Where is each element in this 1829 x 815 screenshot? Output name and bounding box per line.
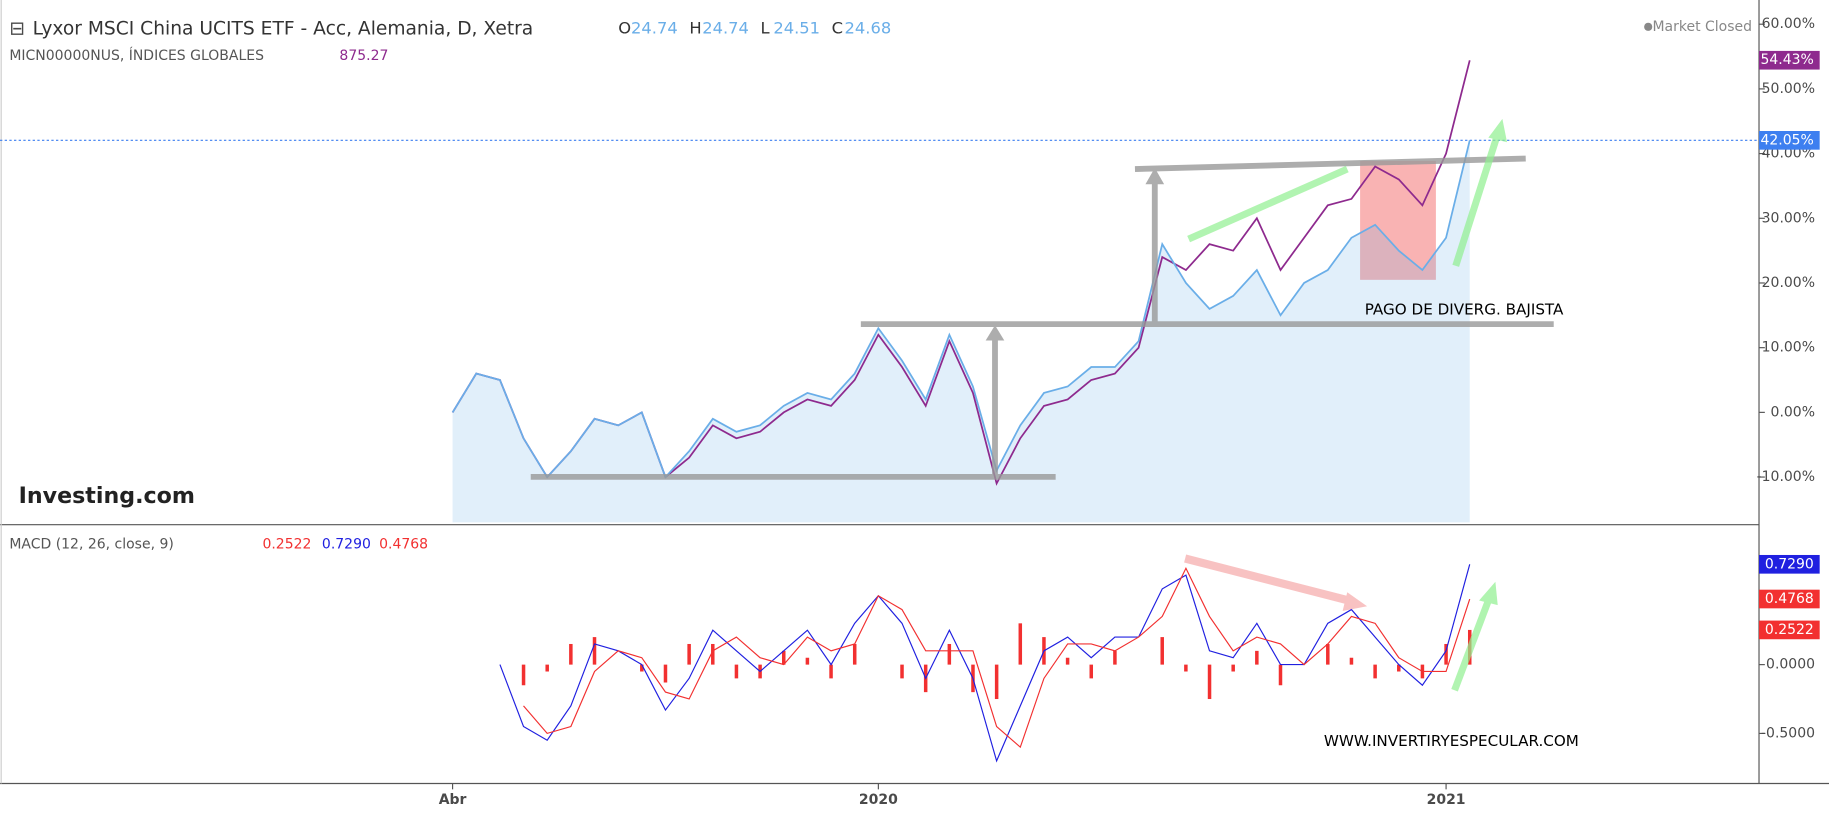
ohlc-label: H [689, 19, 701, 38]
histogram-bar [781, 650, 786, 665]
histogram-bar [687, 643, 691, 665]
macd-hist-value: 0.2522 [262, 537, 311, 553]
y-tick-label: -0.5000 [1761, 725, 1815, 741]
ohlc-value: 24.74 [631, 19, 678, 38]
histogram-bar [1349, 657, 1354, 665]
histogram-bar [1278, 664, 1283, 686]
histogram-bar [734, 664, 739, 679]
histogram-bar [711, 643, 715, 665]
price-label: 0.4768 [1765, 591, 1814, 607]
histogram-bar [994, 664, 999, 700]
price-label-box [1759, 50, 1820, 70]
ohlc-value: 24.74 [702, 19, 749, 38]
logo: Investing.com [19, 483, 195, 509]
price-label-box [1759, 589, 1820, 609]
y-tick-label: 0.00% [1771, 404, 1815, 420]
chart-title: Lyxor MSCI China UCITS ETF - Acc, Aleman… [33, 19, 534, 40]
price-label-box [1759, 554, 1820, 574]
line-series [499, 564, 1471, 763]
histogram-bar [1326, 643, 1330, 665]
x-tick-label: Abr [439, 792, 467, 808]
histogram-bar [900, 664, 904, 679]
price-label-box [1759, 620, 1820, 640]
collapse-icon[interactable]: ⊟ [9, 19, 25, 40]
y-tick-label: 20.00% [1762, 275, 1815, 291]
histogram-bar [1089, 664, 1094, 679]
y-tick-label: 30.00% [1762, 210, 1815, 226]
area [452, 140, 1470, 523]
histogram-bar [545, 664, 549, 672]
histogram-bar [1373, 664, 1377, 679]
top-pane: 60.00%50.00%40.00%30.00%20.00%10.00%0.00… [0, 16, 1820, 523]
histogram-bar [1255, 650, 1259, 665]
y-tick-label: 50.00% [1762, 81, 1815, 97]
highlight-box [1360, 160, 1436, 280]
price-label: 42.05% [1760, 132, 1813, 148]
histogram-bar [852, 643, 857, 665]
annotation: PAGO DE DIVERG. BAJISTA [1365, 301, 1564, 319]
histogram-bar [1065, 657, 1070, 665]
line-series [451, 140, 1471, 479]
status-dot [1644, 22, 1653, 31]
histogram-bar [1231, 664, 1235, 672]
watermark: WWW.INVERTIRYESPECULAR.COM [1324, 732, 1579, 750]
ohlc-value: 24.51 [773, 19, 820, 38]
ohlc-label: C [832, 19, 843, 38]
histogram-bar [640, 664, 644, 672]
histogram-bar [592, 637, 597, 665]
histogram-bar [1113, 650, 1117, 665]
price-label-box [1759, 131, 1820, 150]
y-tick-label: -10.00% [1757, 469, 1815, 485]
index-price: 875.27 [339, 48, 388, 64]
ohlc-value: 24.68 [845, 19, 892, 38]
histogram-bar [1184, 664, 1188, 672]
y-tick-label: 60.00% [1762, 16, 1815, 32]
macd-signal-value: 0.4768 [379, 537, 428, 553]
macd-title: MACD (12, 26, close, 9) [9, 537, 173, 553]
histogram-bar [947, 643, 952, 665]
histogram-bar [829, 664, 833, 679]
price-label: 0.2522 [1765, 622, 1814, 638]
histogram-bar [521, 664, 526, 686]
histogram-bar [569, 643, 573, 665]
ohlc-label: O [618, 19, 631, 38]
histogram-bar [1207, 664, 1212, 700]
histogram-bar [1444, 643, 1448, 665]
price-label: 54.43% [1760, 52, 1813, 68]
macd-value: 0.7290 [322, 537, 371, 553]
histogram-bar [1397, 664, 1401, 672]
drawings [530, 155, 1554, 480]
y-tick-label: 0.0000 [1766, 657, 1815, 673]
divergence-arrow [1184, 554, 1368, 611]
x-tick-label: 2021 [1427, 792, 1466, 808]
histogram-bar [805, 657, 810, 665]
ohlc-label: L [761, 19, 770, 38]
histogram-bar [1018, 623, 1023, 665]
trend-arrows [1187, 118, 1508, 692]
index-name: MICN00000NUS, ÍNDICES GLOBALES [9, 46, 264, 64]
y-tick-label: 10.00% [1762, 340, 1815, 356]
line-series [523, 566, 1471, 749]
histogram-bar [1160, 637, 1164, 665]
market-status: Market Closed [1652, 19, 1752, 35]
histogram-bar [663, 664, 668, 683]
price-label: 0.7290 [1765, 556, 1814, 572]
macd-pane: 0.0000 -0.5000 0.2522 0.7290 0.4768 [499, 554, 1820, 763]
x-tick-label: 2020 [859, 792, 898, 808]
